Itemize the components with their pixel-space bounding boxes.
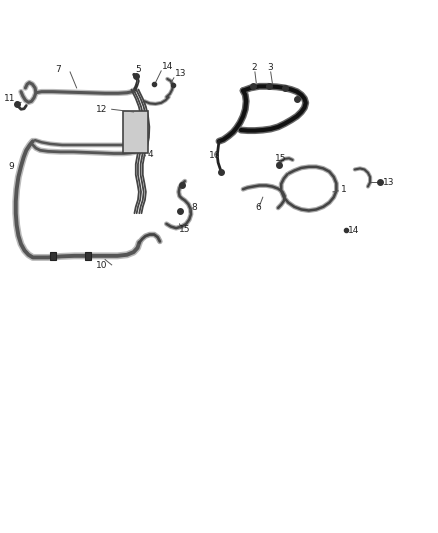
Text: 15: 15 <box>275 155 286 163</box>
Text: 13: 13 <box>175 69 187 78</box>
Text: 14: 14 <box>162 62 173 71</box>
Text: 12: 12 <box>95 105 107 114</box>
Text: 5: 5 <box>135 65 141 74</box>
Bar <box>85 252 91 260</box>
Text: 1: 1 <box>341 185 346 193</box>
Text: 7: 7 <box>55 65 60 74</box>
Text: 3: 3 <box>267 63 273 72</box>
Text: 11: 11 <box>4 94 16 103</box>
Text: 15: 15 <box>179 225 190 233</box>
Text: 2: 2 <box>252 63 258 72</box>
Text: 9: 9 <box>8 162 14 171</box>
Bar <box>123 111 148 153</box>
Text: 4: 4 <box>148 150 154 159</box>
Bar <box>49 252 56 260</box>
Text: 6: 6 <box>255 204 261 212</box>
Text: 16: 16 <box>209 151 221 160</box>
Text: 10: 10 <box>96 261 108 270</box>
Text: 14: 14 <box>348 226 360 235</box>
Text: 13: 13 <box>383 178 395 187</box>
Text: 8: 8 <box>192 204 198 212</box>
